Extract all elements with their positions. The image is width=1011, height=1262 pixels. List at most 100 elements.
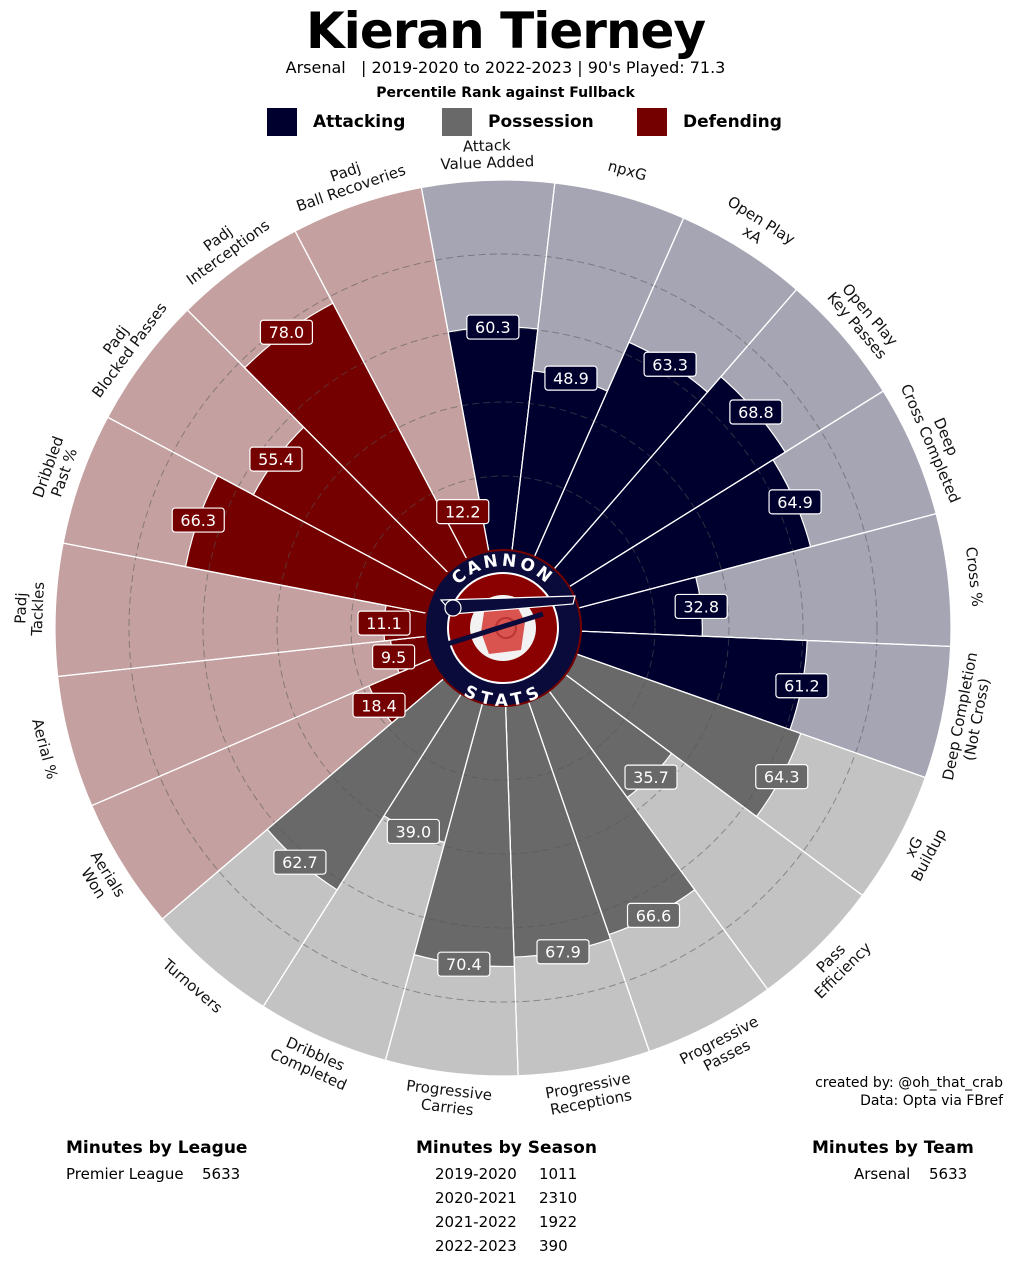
value-label-text: 70.4	[446, 955, 482, 974]
value-label-box	[466, 314, 520, 340]
legend-swatch-attacking	[267, 108, 297, 136]
season-minutes: 390	[539, 1237, 568, 1255]
season-label: 2021-2022	[435, 1213, 517, 1231]
minutes-by-team-table: Minutes by Team Arsenal 5633	[812, 1138, 974, 1186]
credit: created by: @oh_that_crab Data: Opta via…	[815, 1074, 1003, 1110]
minutes-by-team-title: Minutes by Team	[812, 1138, 974, 1158]
season-label: 2020-2021	[435, 1189, 517, 1207]
value-label-box	[775, 673, 829, 699]
legend-label-defending: Defending	[683, 112, 782, 132]
category-label-line: Attack	[463, 136, 512, 156]
category-label-line: npxG	[606, 157, 649, 185]
value-label: 61.2	[775, 673, 829, 699]
value-label-text: 78.0	[269, 323, 305, 342]
minutes-by-season-title: Minutes by Season	[416, 1138, 597, 1158]
category-label-line: Padj	[11, 592, 30, 624]
category-label: ProgressiveCarries	[403, 1076, 493, 1121]
spoke	[161, 678, 445, 920]
chart-subtitle: Arsenal | 2019-2020 to 2022-2023 | 90's …	[285, 58, 726, 77]
legend-possession: Possession	[442, 108, 594, 136]
value-label: 35.7	[624, 764, 678, 790]
value-label: 48.9	[544, 365, 598, 391]
spoke	[578, 513, 937, 609]
value-label: 11.1	[357, 610, 411, 636]
legend-swatch-defending	[637, 108, 667, 136]
value-label: 78.0	[259, 319, 314, 345]
spoke	[186, 309, 449, 574]
value-label-text: 48.9	[553, 369, 589, 388]
value-label-box	[371, 644, 416, 670]
minutes-by-season-table: Minutes by Season 2019-2020 1011 2020-20…	[416, 1138, 597, 1258]
value-label-box	[437, 951, 491, 977]
value-label-box	[544, 365, 598, 391]
season-minutes: 2310	[539, 1189, 578, 1207]
team-name: Arsenal	[854, 1165, 911, 1183]
legend-swatch-possession	[442, 108, 472, 136]
spoke	[533, 217, 685, 557]
value-label-text: 32.8	[683, 597, 719, 616]
value-label: 63.3	[643, 351, 697, 377]
minutes-by-league-table: Minutes by League Premier League 5633	[66, 1138, 247, 1186]
value-label: 67.9	[536, 939, 590, 965]
spoke	[91, 658, 432, 807]
value-label-box	[171, 507, 225, 533]
spoke	[57, 635, 426, 678]
season-minutes: 1922	[539, 1213, 578, 1231]
value-label-box	[386, 818, 440, 845]
league-minutes: 5633	[202, 1165, 241, 1183]
value-label-text: 55.4	[258, 450, 294, 469]
value-label-box	[357, 610, 411, 636]
value-label: 60.3	[466, 314, 520, 340]
value-label-text: 11.1	[366, 614, 402, 633]
category-label-line: Tackles	[28, 581, 48, 637]
value-label-text: 9.5	[381, 648, 406, 667]
grid-ring	[276, 401, 730, 855]
value-label-box	[674, 593, 728, 620]
value-label-box	[273, 849, 327, 875]
legend-label-possession: Possession	[488, 112, 594, 132]
legend-attacking: Attacking	[267, 108, 405, 136]
category-label: Aerial %	[28, 717, 61, 781]
category-label-line: Value Added	[440, 152, 534, 173]
value-label-text: 39.0	[396, 822, 432, 841]
spoke	[420, 187, 490, 552]
table-row: 2020-2021 2310	[416, 1186, 597, 1210]
season-label: 2022-2023	[435, 1237, 517, 1255]
value-label-text: 63.3	[652, 355, 688, 374]
table-row: 2019-2020 1011	[416, 1162, 597, 1186]
category-label: ProgressiveReceptions	[544, 1069, 635, 1119]
value-label-box	[643, 351, 697, 377]
spoke	[63, 542, 427, 614]
value-label-text: 66.6	[636, 906, 672, 925]
value-label-box	[626, 902, 681, 928]
value-label-text: 62.7	[282, 853, 318, 872]
value-label-text: 67.9	[545, 943, 581, 962]
credit-source: Data: Opta via FBref	[860, 1093, 1003, 1109]
value-label-text: 12.2	[445, 503, 481, 522]
category-label-line: Aerial %	[28, 717, 61, 781]
spoke	[580, 630, 951, 648]
table-row: 2022-2023 390	[416, 1234, 597, 1258]
table-row: 2021-2022 1922	[416, 1210, 597, 1234]
grid-ring	[128, 253, 878, 1003]
grid-ring	[350, 475, 656, 781]
value-label-box	[755, 764, 809, 790]
cannon-wheel-icon	[444, 599, 462, 617]
value-label-text: 68.8	[738, 403, 774, 422]
value-label: 39.0	[386, 818, 440, 845]
cannon-strut-icon	[440, 611, 544, 649]
value-label-box	[729, 399, 783, 425]
category-label-line: Open Play	[724, 192, 798, 248]
value-label-box	[536, 939, 590, 965]
value-label: 9.5	[371, 644, 416, 670]
spoke	[565, 674, 863, 896]
value-label-box	[624, 764, 678, 790]
value-label-text: 60.3	[475, 318, 511, 337]
value-label: 12.2	[436, 499, 490, 525]
value-label-box	[259, 319, 314, 345]
value-label: 68.8	[729, 399, 783, 425]
spoke	[548, 690, 769, 990]
value-label: 66.3	[171, 507, 225, 533]
value-label: 62.7	[273, 849, 327, 875]
